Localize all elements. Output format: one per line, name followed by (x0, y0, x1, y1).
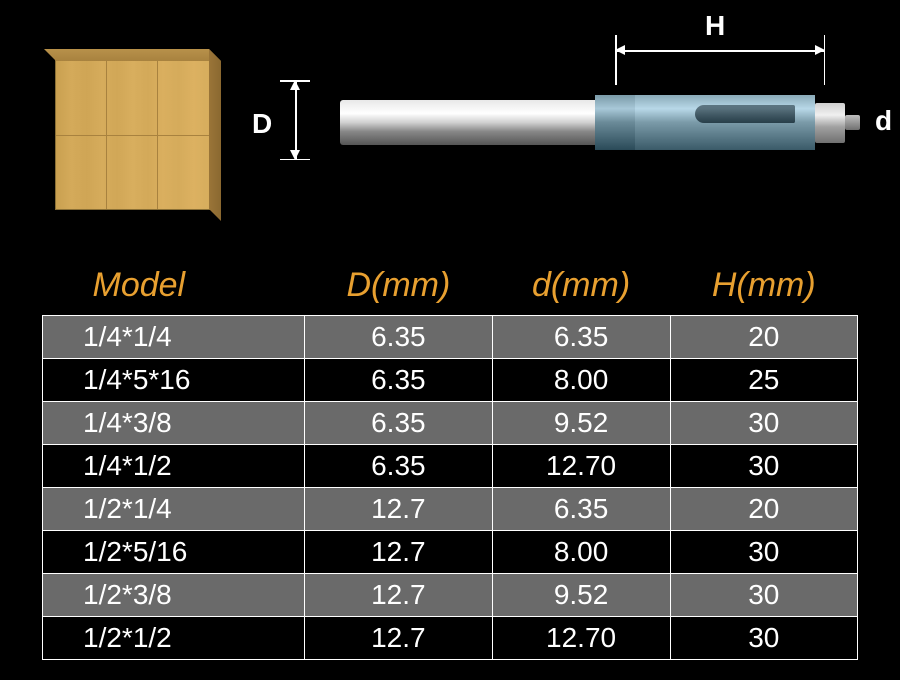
col-d: d(mm) (492, 260, 670, 316)
bearing (815, 103, 845, 143)
table-row: 1/2*1/4 12.7 6.35 20 (43, 488, 858, 531)
table-row: 1/4*1/2 6.35 12.70 30 (43, 445, 858, 488)
cutter (635, 95, 815, 150)
dimension-H: H (615, 35, 825, 85)
product-diagram: D H d (55, 40, 855, 220)
table-row: 1/2*5/16 12.7 8.00 30 (43, 531, 858, 574)
dimension-d-label: d (875, 105, 892, 137)
table-row: 1/2*1/2 12.7 12.70 30 (43, 617, 858, 660)
table-row: 1/4*5*16 6.35 8.00 25 (43, 359, 858, 402)
table-header-row: Model D(mm) d(mm) H(mm) (43, 260, 858, 316)
router-bit-icon (340, 95, 850, 150)
dimension-H-label: H (705, 10, 725, 42)
specification-table: Model D(mm) d(mm) H(mm) 1/4*1/4 6.35 6.3… (42, 260, 858, 660)
col-D: D(mm) (305, 260, 492, 316)
transition (595, 95, 635, 150)
wood-sample-icon (55, 60, 210, 210)
bearing-pin (845, 115, 860, 130)
dimension-D: D (280, 80, 340, 160)
shank (340, 100, 595, 145)
col-model: Model (43, 260, 305, 316)
col-H: H(mm) (670, 260, 857, 316)
dimension-D-label: D (252, 108, 272, 140)
table-row: 1/4*3/8 6.35 9.52 30 (43, 402, 858, 445)
table-body: 1/4*1/4 6.35 6.35 20 1/4*5*16 6.35 8.00 … (43, 316, 858, 660)
table-row: 1/4*1/4 6.35 6.35 20 (43, 316, 858, 359)
table-row: 1/2*3/8 12.7 9.52 30 (43, 574, 858, 617)
